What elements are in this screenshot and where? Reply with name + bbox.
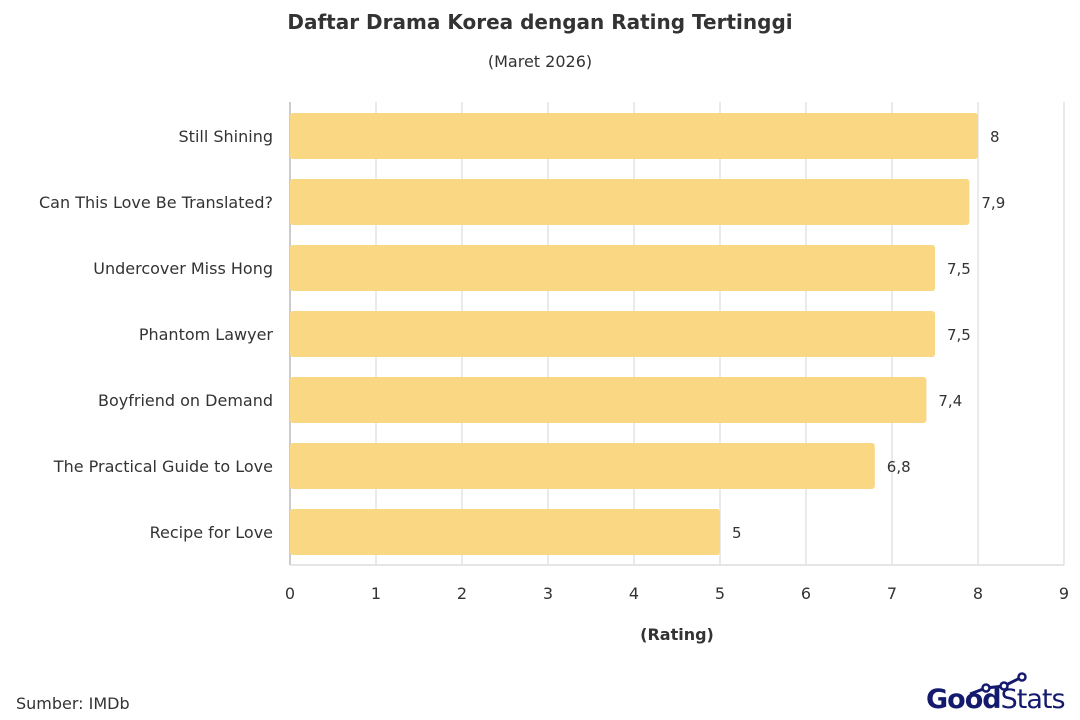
- logo-text-bold: Good: [926, 684, 1002, 715]
- data-label: 7,9: [981, 194, 1005, 212]
- bar: [290, 113, 978, 159]
- x-tick-label: 2: [457, 584, 467, 603]
- goodstats-logo: GoodStats: [924, 672, 1074, 716]
- category-label: Still Shining: [179, 127, 273, 146]
- category-label: Boyfriend on Demand: [98, 391, 273, 410]
- source-note: Sumber: IMDb: [16, 694, 130, 713]
- category-label: Can This Love Be Translated?: [39, 193, 273, 212]
- data-label: 7,4: [938, 392, 962, 410]
- x-tick-label: 6: [801, 584, 811, 603]
- x-tick-label: 3: [543, 584, 553, 603]
- bar: [290, 245, 935, 291]
- x-tick-label: 9: [1059, 584, 1069, 603]
- bar: [290, 311, 935, 357]
- bar: [290, 179, 970, 225]
- x-tick-label: 1: [371, 584, 381, 603]
- bar: [290, 443, 875, 489]
- category-label: Recipe for Love: [150, 523, 273, 542]
- data-label: 8: [990, 128, 1000, 146]
- x-axis-title: (Rating): [640, 625, 714, 644]
- data-label: 7,5: [947, 326, 971, 344]
- category-label: The Practical Guide to Love: [53, 457, 273, 476]
- data-label: 5: [732, 524, 742, 542]
- category-label: Undercover Miss Hong: [93, 259, 273, 278]
- data-label: 7,5: [947, 260, 971, 278]
- bar: [290, 509, 720, 555]
- x-tick-label: 7: [887, 584, 897, 603]
- bar: [290, 377, 927, 423]
- data-label: 6,8: [887, 458, 911, 476]
- chart-subtitle: (Maret 2026): [487, 52, 593, 71]
- x-tick-label: 5: [715, 584, 725, 603]
- logo-trend-icon: [969, 672, 1027, 696]
- category-label: Phantom Lawyer: [139, 325, 274, 344]
- x-tick-label: 4: [629, 584, 639, 603]
- logo-text-light: Stats: [1000, 684, 1066, 715]
- chart-title: Daftar Drama Korea dengan Rating Terting…: [287, 10, 793, 34]
- x-tick-label: 0: [285, 584, 295, 603]
- x-tick-label: 8: [973, 584, 983, 603]
